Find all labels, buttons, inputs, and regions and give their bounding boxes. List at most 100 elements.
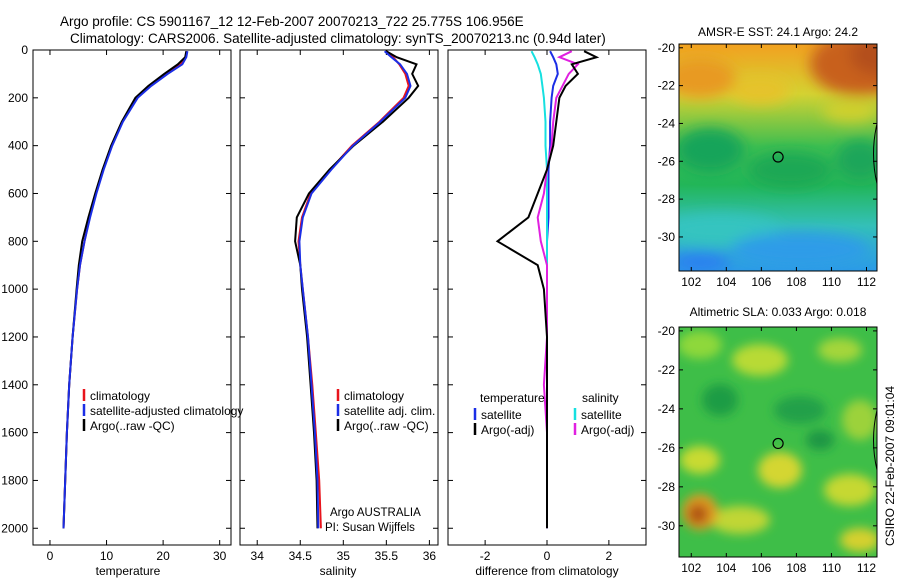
xtick-label: 34 bbox=[251, 549, 265, 563]
ytick-label: 1400 bbox=[1, 378, 28, 392]
annotation-pi-name: PI: Susan Wijffels bbox=[325, 522, 415, 534]
map-xtick-label: 104 bbox=[716, 275, 736, 289]
series-line-argo-raw-qc- bbox=[294, 50, 420, 529]
legend-label: satellite bbox=[581, 408, 622, 422]
temperature-lines bbox=[62, 51, 189, 529]
sst-map-frame bbox=[678, 43, 878, 272]
map-ytick-label: -22 bbox=[658, 79, 676, 93]
salinity-ticks: 34 34.5 35 35.5 36 bbox=[240, 49, 438, 563]
sla-map-frame bbox=[678, 326, 878, 558]
map-xtick-label: 104 bbox=[716, 561, 736, 575]
figure-title-line1: Argo profile: CS 5901167_12 12-Feb-2007 … bbox=[60, 14, 524, 29]
sla-argo-location-marker bbox=[772, 437, 784, 450]
map-ytick-label: -24 bbox=[658, 116, 676, 130]
xtick-label: 34.5 bbox=[289, 549, 313, 563]
argo-marker-circle bbox=[772, 437, 784, 450]
series-line-temperature-argo-adj- bbox=[495, 50, 600, 529]
series-line-climatology bbox=[62, 51, 188, 529]
map-ytick-label: -28 bbox=[658, 480, 676, 494]
ytick-label: 1800 bbox=[1, 473, 28, 487]
temperature-xlabel: temperature bbox=[96, 564, 161, 578]
difference-ticks: -2 0 2 bbox=[448, 49, 646, 563]
series-line-satellite-adjusted-climatology bbox=[62, 51, 189, 529]
coastline-outline bbox=[873, 409, 878, 471]
map-xtick-label: 110 bbox=[822, 275, 841, 289]
xtick-label: 35.5 bbox=[375, 549, 399, 563]
sst-map-ticks: 102 104 106 108 110 112 -20 -22 -24 -26 -28 -30 bbox=[658, 41, 878, 289]
xtick-label: 2 bbox=[606, 549, 613, 563]
legend-label: Argo(-adj) bbox=[581, 423, 634, 437]
map-xtick-label: 102 bbox=[681, 561, 701, 575]
map-ytick-label: -30 bbox=[658, 230, 676, 244]
xtick-label: 10 bbox=[100, 549, 114, 563]
sst-argo-location-marker bbox=[772, 151, 784, 163]
map-ytick-label: -24 bbox=[658, 402, 676, 416]
xtick-label: 30 bbox=[213, 549, 227, 563]
legend-label: satellite bbox=[481, 408, 522, 422]
difference-legend: temperature salinitysatelliteArgo(-adj)sa… bbox=[473, 391, 634, 437]
difference-panel: -2 0 2 temperature salinitysatelliteArgo(-a… bbox=[447, 49, 647, 578]
sst-map-title: AMSR-E SST: 24.1 Argo: 24.2 bbox=[698, 25, 858, 39]
sla-map-field bbox=[679, 327, 877, 557]
difference-xlabel: difference from climatology bbox=[475, 564, 618, 578]
legend-label: Argo(..raw -QC) bbox=[344, 419, 429, 433]
map-xtick-label: 106 bbox=[751, 561, 771, 575]
sla-map-ticks: 102 104 106 108 110 112 -20 -22 -24 -26 -28 -30 bbox=[658, 324, 878, 575]
ytick-label: 600 bbox=[8, 186, 28, 200]
map-ytick-label: -22 bbox=[658, 363, 676, 377]
legend-heading-temperature: temperature bbox=[480, 391, 545, 405]
legend-label: satellite-adjusted climatology bbox=[90, 404, 243, 418]
annotation-argo-australia: Argo AUSTRALIA bbox=[330, 507, 421, 519]
map-xtick-label: 112 bbox=[857, 561, 876, 575]
xtick-label: 0 bbox=[544, 549, 551, 563]
xtick-label: 36 bbox=[423, 549, 437, 563]
series-line-argo-raw-qc- bbox=[62, 51, 188, 529]
map-ytick-label: -26 bbox=[658, 441, 676, 455]
ytick-label: 400 bbox=[8, 139, 28, 153]
temperature-axes-box bbox=[32, 49, 232, 546]
xtick-label: 0 bbox=[47, 549, 54, 563]
map-xtick-label: 102 bbox=[681, 275, 701, 289]
sst-map-field bbox=[679, 44, 877, 271]
sla-map-panel: Altimetric SLA: 0.033 Argo: 0.018 bbox=[658, 305, 878, 575]
sla-map-title: Altimetric SLA: 0.033 Argo: 0.018 bbox=[690, 305, 867, 319]
map-xtick-label: 112 bbox=[857, 275, 876, 289]
ytick-label: 800 bbox=[8, 234, 28, 248]
salinity-axes-box bbox=[239, 49, 439, 546]
ytick-label: 1600 bbox=[1, 426, 28, 440]
salinity-xlabel: salinity bbox=[320, 564, 357, 578]
ytick-label: 0 bbox=[21, 43, 28, 57]
map-xtick-label: 110 bbox=[822, 561, 841, 575]
legend-label: climatology bbox=[344, 389, 404, 403]
salinity-lines bbox=[294, 50, 420, 529]
xtick-label: 20 bbox=[156, 549, 170, 563]
coastline-outline bbox=[873, 123, 878, 184]
xtick-label: -2 bbox=[480, 549, 491, 563]
map-ytick-label: -30 bbox=[658, 519, 676, 533]
legend-label: Argo(-adj) bbox=[481, 423, 534, 437]
difference-lines bbox=[495, 50, 600, 529]
legend-label: climatology bbox=[90, 389, 150, 403]
side-stamp-label: CSIRO 22-Feb-2007 09:01:04 bbox=[883, 386, 897, 546]
ytick-label: 2000 bbox=[1, 521, 28, 535]
temperature-ticks: 0 10 20 30 0 200 400 600 800 1000 1200 1400 1600 1800… bbox=[1, 43, 231, 563]
series-line-salinity-argo-adj- bbox=[536, 50, 580, 529]
legend-label: Argo(..raw -QC) bbox=[90, 419, 175, 433]
sst-map-panel: AMSR-E SST: 24.1 Argo: 24.2 102 104 106 108… bbox=[658, 25, 878, 289]
series-line-satellite-adj-clim- bbox=[298, 50, 412, 529]
map-xtick-label: 108 bbox=[786, 275, 806, 289]
figure-title-line2: Climatology: CARS2006. Satellite-adjuste… bbox=[70, 31, 606, 46]
legend-heading-salinity: salinity bbox=[582, 391, 619, 405]
map-ytick-label: -28 bbox=[658, 192, 676, 206]
xtick-label: 35 bbox=[337, 549, 351, 563]
legend-label: satellite adj. clim. bbox=[344, 404, 435, 418]
map-xtick-label: 106 bbox=[751, 275, 771, 289]
map-xtick-label: 108 bbox=[786, 561, 806, 575]
map-ytick-label: -20 bbox=[658, 324, 676, 338]
ytick-label: 1000 bbox=[1, 282, 28, 296]
ytick-label: 200 bbox=[8, 91, 28, 105]
